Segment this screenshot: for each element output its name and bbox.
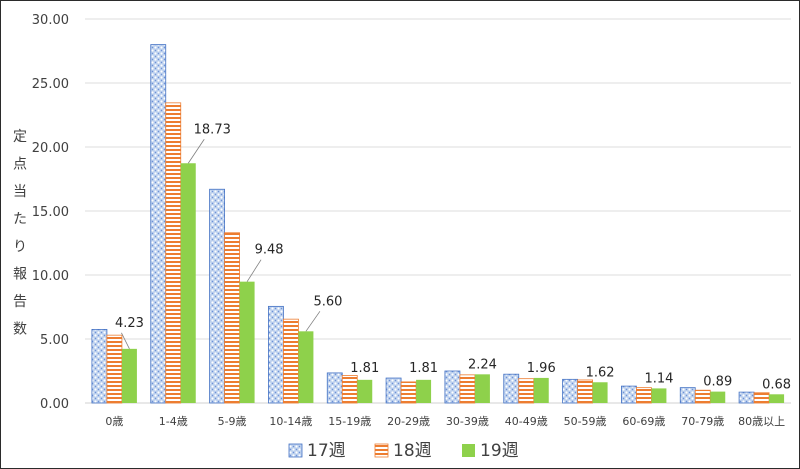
data-label-19w: 1.14 [644, 371, 673, 386]
data-label-leader [305, 311, 321, 332]
y-axis-title-char: 告 [13, 294, 27, 310]
bar-18週-80歳以上 [753, 392, 770, 404]
bar-17週-40-49歳 [503, 373, 520, 404]
bar-17週-5-9歳 [209, 188, 225, 404]
y-axis-title-char: 点 [13, 157, 27, 173]
legend-swatch-17週 [288, 443, 303, 458]
y-axis-title-char: 当 [13, 184, 27, 200]
gridlines [85, 18, 791, 404]
data-label-19w: 0.68 [762, 377, 791, 392]
legend-label: 18週 [393, 441, 432, 461]
y-axis-title-char: り [13, 239, 27, 255]
y-axis-title-char: た [13, 212, 27, 228]
bar-17週-15-19歳 [326, 372, 343, 404]
y-tick-label: 25.00 [32, 77, 69, 92]
x-category-label: 5-9歳 [218, 415, 247, 428]
bar-18週-5-9歳 [224, 232, 240, 404]
legend: 17週 18週 19週 [288, 441, 519, 461]
bar-17週-10-14歳 [268, 305, 284, 404]
bar-17週-60-69歳 [621, 385, 637, 404]
data-label-19w: 9.48 [255, 243, 284, 258]
x-category-label: 70-79歳 [681, 415, 724, 428]
bar-17週-70-79歳 [679, 387, 696, 404]
data-label-19w: 1.81 [409, 361, 438, 376]
x-category-label: 80歳以上 [738, 415, 785, 428]
y-tick-label: 20.00 [32, 141, 69, 156]
bar-19週-1-4歳 [180, 163, 196, 403]
y-axis-title-char: 報 [13, 267, 27, 283]
bar-19週-15-19歳 [357, 379, 373, 403]
x-category-label: 60-69歳 [622, 415, 665, 428]
y-axis-title-char: 数 [13, 322, 27, 338]
y-tick-label: 0.00 [40, 397, 69, 412]
data-label-19w: 5.60 [313, 294, 342, 309]
bar-18週-20-29歳 [400, 381, 417, 404]
bar-17週-0歳 [91, 328, 108, 404]
data-label-19w: 4.23 [115, 316, 144, 331]
bar-18週-0歳 [106, 334, 123, 404]
x-category-label: 15-19歳 [328, 415, 371, 428]
x-category-label: 20-29歳 [387, 415, 430, 428]
y-axis-ticks: 0.00 5.00 10.00 15.00 20.00 25.00 30.00 [32, 13, 69, 412]
data-label-19w: 1.81 [350, 361, 379, 376]
bar-18週-1-4歳 [165, 102, 182, 404]
bar-17週-30-39歳 [444, 370, 461, 404]
data-label-leader [187, 139, 205, 164]
legend-label: 17週 [307, 441, 346, 461]
y-axis-title-char: 定 [13, 129, 27, 145]
bars [91, 44, 785, 404]
bar-19週-80歳以上 [769, 394, 785, 403]
legend-swatch-18週 [374, 443, 389, 458]
data-label-19w: 0.89 [703, 375, 732, 390]
bar-17週-50-59歳 [562, 378, 578, 404]
bar-18週-15-19歳 [341, 375, 358, 404]
legend-label: 19週 [480, 441, 519, 461]
y-tick-label: 15.00 [32, 205, 69, 220]
data-label-19w: 1.62 [586, 365, 615, 380]
y-tick-label: 10.00 [32, 269, 69, 284]
bar-18週-10-14歳 [283, 318, 299, 404]
bar-18週-60-69歳 [636, 387, 652, 404]
bar-18週-70-79歳 [694, 389, 711, 404]
y-tick-label: 30.00 [32, 13, 69, 28]
bar-18週-30-39歳 [459, 374, 476, 404]
data-label-leader [246, 259, 262, 282]
bar-17週-20-29歳 [385, 377, 402, 404]
x-category-label: 30-39歳 [446, 415, 489, 428]
y-tick-label: 5.00 [40, 333, 69, 348]
data-labels: 4.23 18.73 9.48 5.60 1.81 1.81 2.24 1.96 1.62 1.1… [115, 122, 791, 392]
x-axis-categories: 0歳 1-4歳 5-9歳 10-14歳 15-19歳 20-29歳 30-39歳 40-49歳… [105, 415, 785, 428]
bar-19週-30-39歳 [474, 374, 490, 403]
data-label-19w: 2.24 [468, 357, 497, 372]
bar-19週-50-59歳 [592, 382, 608, 403]
bar-18週-40-49歳 [518, 378, 535, 404]
data-label-leaders [121, 139, 321, 350]
bar-18週-50-59歳 [577, 379, 593, 404]
bar-19週-10-14歳 [298, 331, 314, 403]
bar-19週-40-49歳 [533, 377, 549, 403]
legend-swatch-19週 [462, 444, 475, 457]
x-category-label: 0歳 [105, 415, 123, 428]
bar-19週-20-29歳 [416, 379, 432, 403]
x-category-label: 40-49歳 [505, 415, 548, 428]
data-label-leader [121, 332, 130, 350]
data-label-19w: 18.73 [194, 122, 231, 137]
bar-17週-80歳以上 [738, 391, 755, 404]
x-category-label: 10-14歳 [269, 415, 312, 428]
bar-19週-5-9歳 [239, 281, 255, 403]
data-label-19w: 1.96 [527, 361, 556, 376]
bar-17週-1-4歳 [150, 44, 167, 404]
bar-19週-70-79歳 [710, 391, 726, 403]
bar-19週-60-69歳 [651, 388, 667, 403]
x-category-label: 50-59歳 [564, 415, 607, 428]
bar-19週-0歳 [121, 348, 137, 403]
x-category-label: 1-4歳 [159, 415, 188, 428]
